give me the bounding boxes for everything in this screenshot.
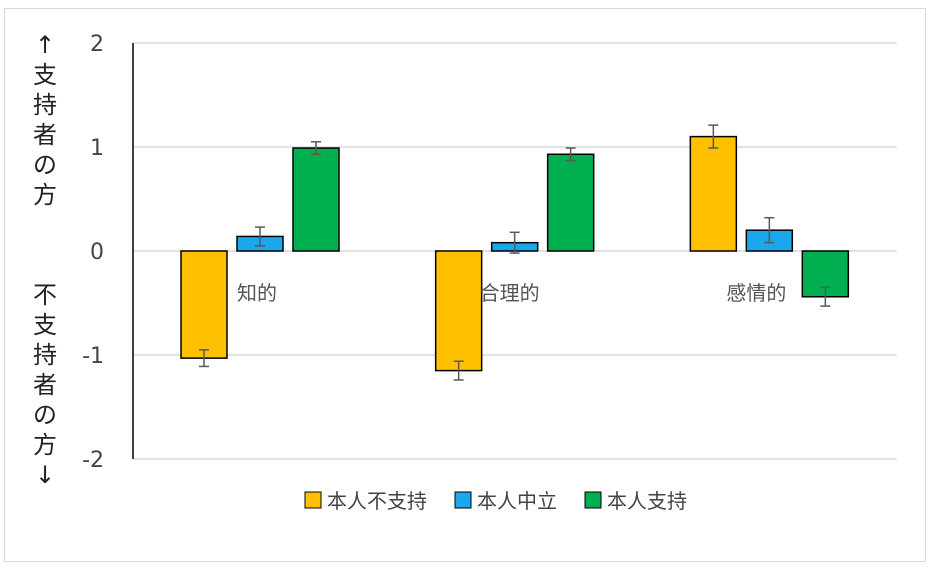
category-label: 感情的 [726,281,786,305]
bar [434,250,483,372]
legend-label: 本人支持 [607,489,687,513]
legend-swatch [584,491,602,509]
y-axis-label-bottom: 不支持者の方↓ [33,281,57,489]
legend-swatch [454,491,472,509]
bar [180,250,228,359]
chart-frame [4,8,926,562]
bar [546,153,595,252]
legend-label: 本人中立 [477,489,557,513]
y-axis-label-top: ↑支持者の方 [33,31,57,209]
y-tick-label: -2 [82,448,104,473]
legend-label: 本人不支持 [327,489,427,513]
y-tick-label: -1 [82,344,104,369]
legend-swatch [304,491,322,509]
y-tick-label: 2 [90,32,104,57]
bar [292,147,340,252]
category-label: 知的 [237,281,277,305]
bar [689,135,738,252]
y-tick-label: 0 [90,240,104,265]
y-tick-label: 1 [90,136,104,161]
category-label: 合理的 [480,281,540,305]
